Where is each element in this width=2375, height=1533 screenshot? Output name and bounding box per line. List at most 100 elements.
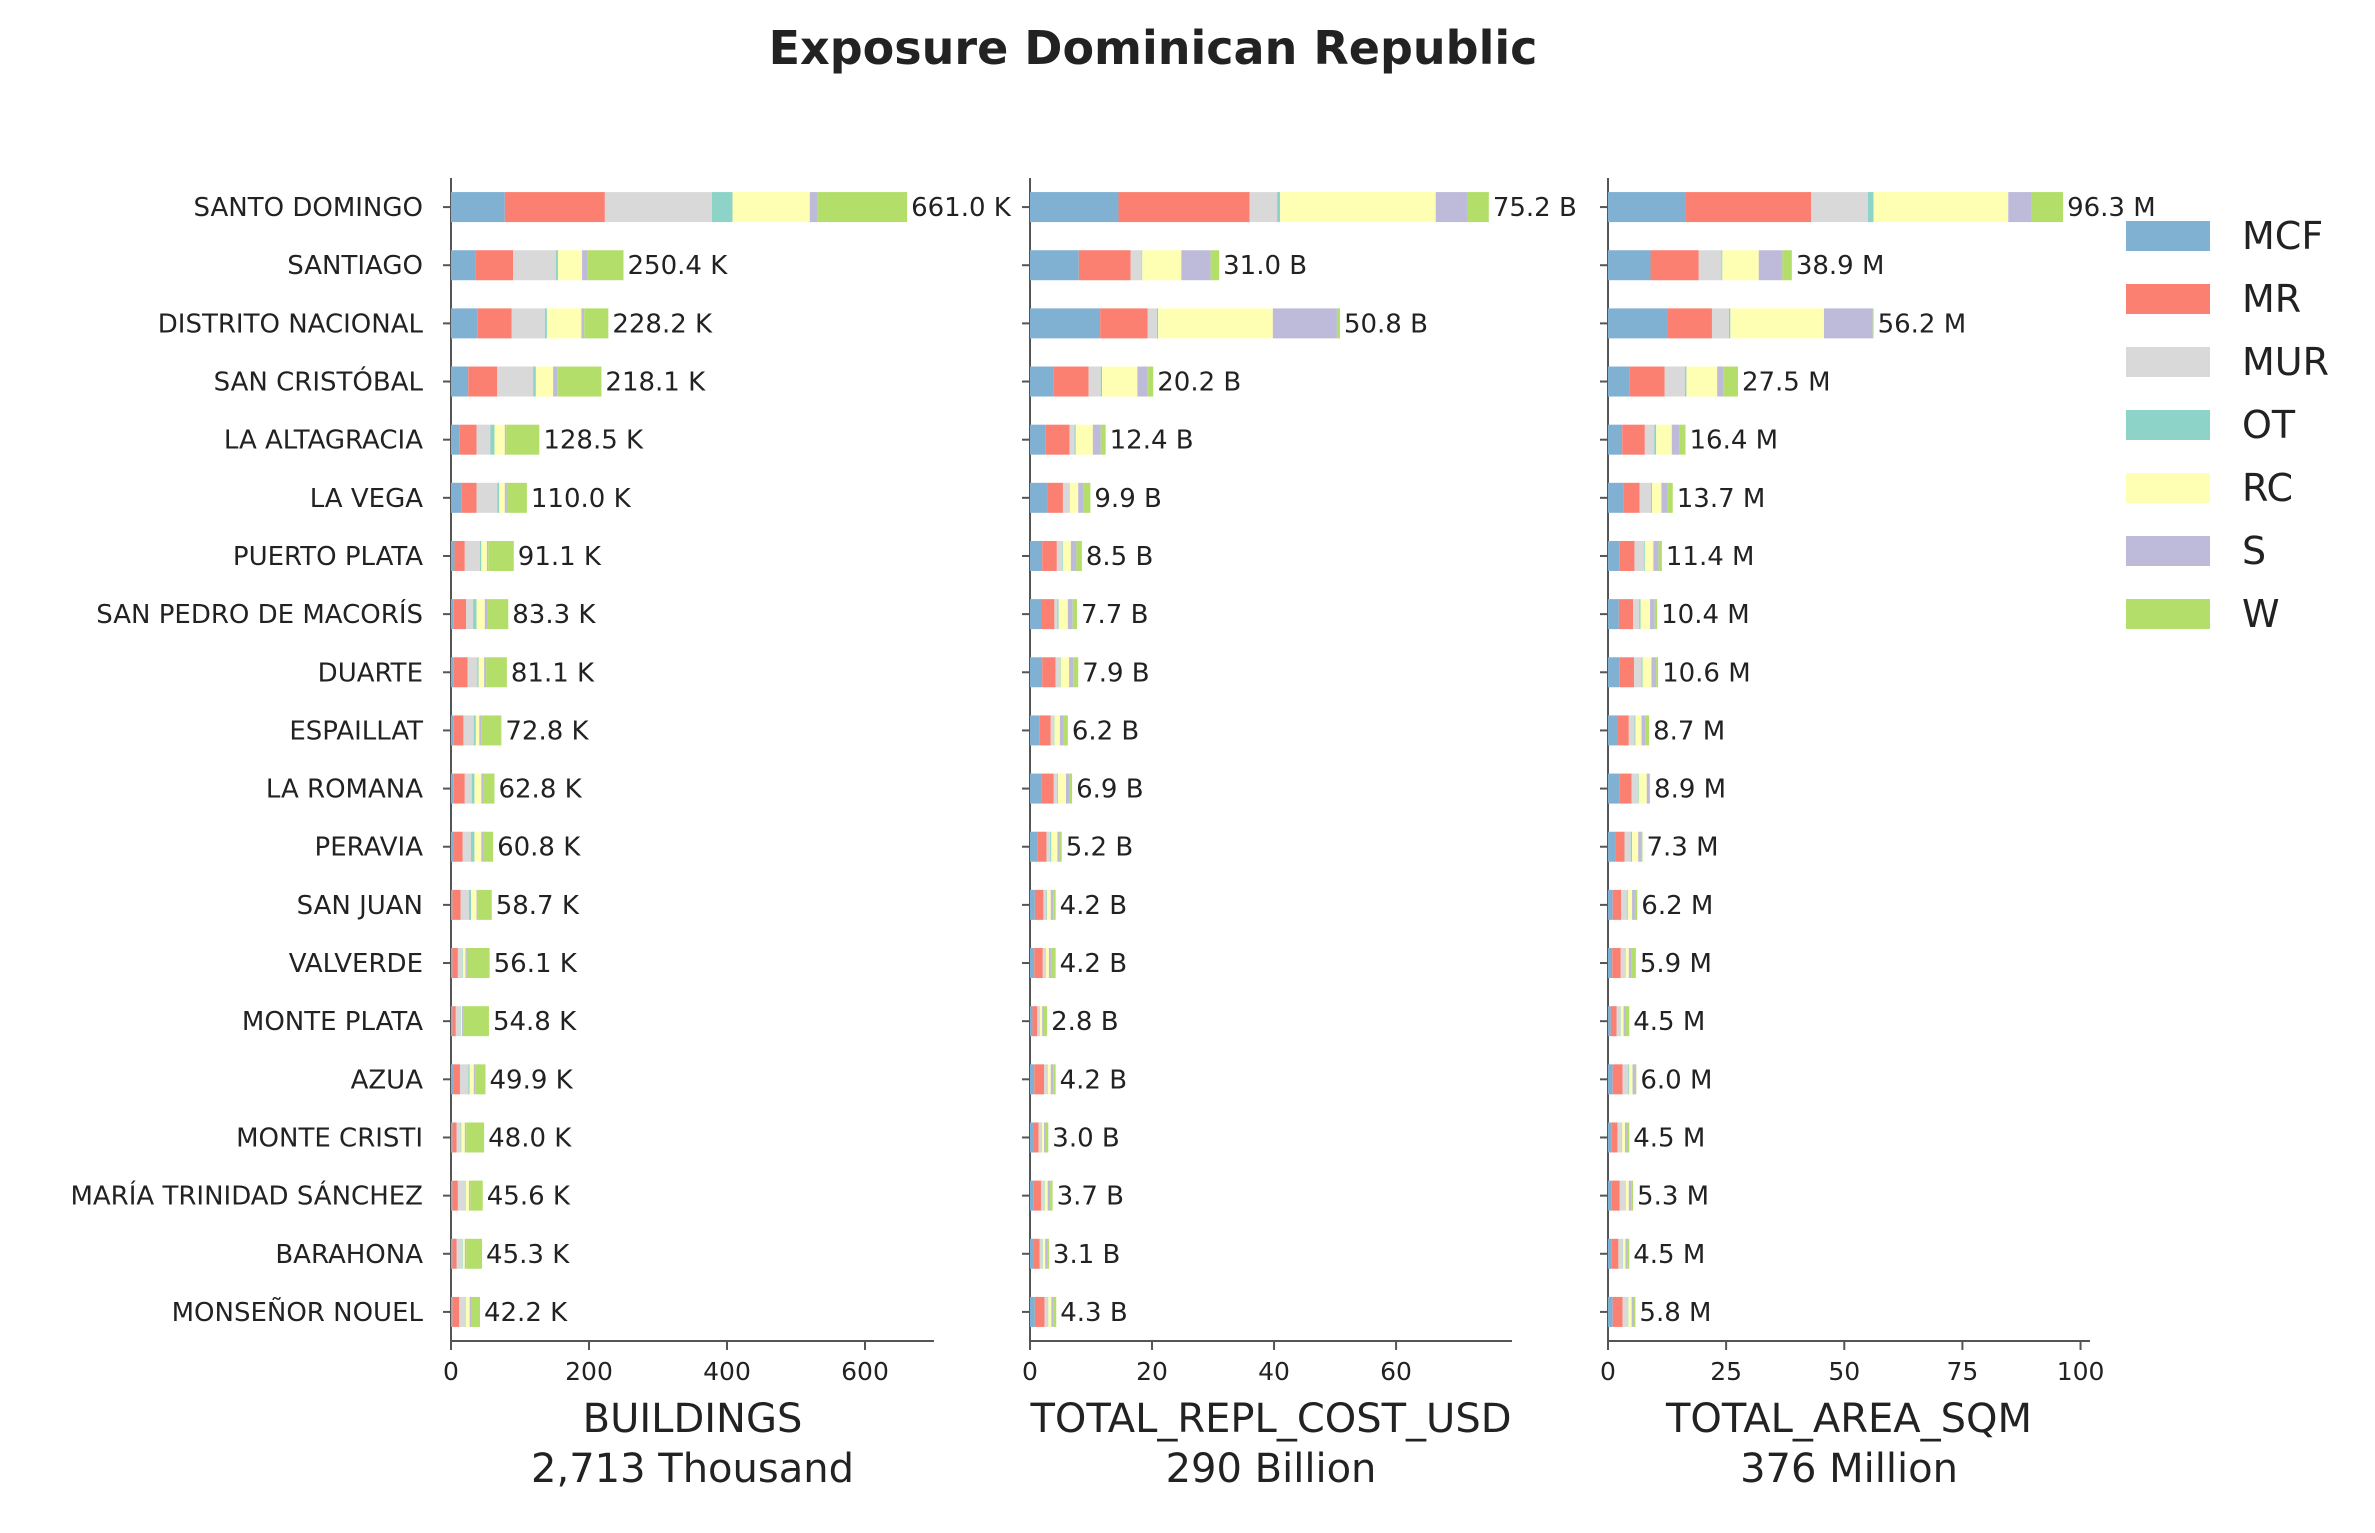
bar-segment-w <box>1053 889 1056 920</box>
bar-segment-w <box>477 889 492 920</box>
bar-segment-mr <box>1667 308 1712 339</box>
bar-segment-mr <box>1033 1122 1039 1153</box>
bar-segment-mur <box>511 308 545 339</box>
bar-segment-mur <box>1043 889 1047 920</box>
total-value-label: 91.1 K <box>518 542 602 572</box>
panel-2: 0 25 50 75 100 96.3 M 38.9 M 56.2 M 27.5 M 16.4 M… <box>1600 178 2156 1492</box>
category-label: VALVERDE <box>289 949 423 979</box>
total-value-label: 75.2 B <box>1493 193 1577 223</box>
legend-swatch-w <box>2126 599 2210 629</box>
bar-segment-s <box>1625 1122 1627 1153</box>
bar-segment-rc <box>1642 657 1652 688</box>
total-value-label: 60.8 K <box>497 833 581 863</box>
bar-segment-mur <box>476 482 498 513</box>
bar-segment-rc <box>1623 1238 1626 1269</box>
total-value-label: 5.2 B <box>1066 833 1133 863</box>
bar-segment-mr <box>1612 948 1621 979</box>
bar-segment-s <box>476 889 478 920</box>
bar-segment-mcf <box>1030 424 1046 455</box>
bar-segment-s <box>504 482 507 513</box>
bar-segment-mcf <box>1608 192 1686 223</box>
bar-segment-rc <box>462 948 466 979</box>
bar-segment-s <box>1137 366 1148 397</box>
bar-segment-ot <box>459 1006 461 1037</box>
category-label: SAN CRISTÓBAL <box>214 366 424 398</box>
bar-segment-w <box>470 1180 483 1211</box>
total-value-label: 5.3 M <box>1637 1182 1709 1212</box>
total-value-label: 228.2 K <box>612 309 713 339</box>
bar-segment-rc <box>1042 1238 1046 1269</box>
bar-segment-s <box>553 366 558 397</box>
bar-segment-mcf <box>1608 366 1630 397</box>
bar-segment-mr <box>1611 1122 1618 1153</box>
bar-segment-s <box>1650 599 1655 630</box>
bar-segment-w <box>1634 1064 1637 1095</box>
panel-1: 0 20 40 60 75.2 B 31.0 B 50.8 B 20.2 B 12.4 B 9.9… <box>1022 178 1577 1492</box>
x-tick-label: 75 <box>1947 1357 1979 1386</box>
bar-segment-mur <box>456 1122 461 1153</box>
x-tick-label: 25 <box>1710 1357 1742 1386</box>
bar-segment-w <box>587 250 624 281</box>
bar-segment-w <box>1147 366 1154 397</box>
bar-segment-mcf <box>451 773 454 804</box>
bar-segment-rc <box>1041 1122 1045 1153</box>
bar-segment-mur <box>497 366 534 397</box>
bar-segment-rc <box>478 657 485 688</box>
bar-segment-rc <box>1625 948 1629 979</box>
bar-segment-mur <box>1620 948 1626 979</box>
bar-segment-w <box>1336 308 1340 339</box>
bar-segment-ot <box>479 540 482 571</box>
bar-segment-ot <box>1639 599 1641 630</box>
legend-label: OT <box>2242 403 2296 447</box>
bar-segment-mcf <box>1030 657 1043 688</box>
bar-segment-rc <box>1045 948 1049 979</box>
bar-segment-ot <box>1630 831 1633 862</box>
legend-label: RC <box>2242 466 2293 510</box>
bar-segment-ot <box>473 715 476 746</box>
bar-segment-mr <box>1619 540 1635 571</box>
bar-segment-ot <box>1625 948 1626 979</box>
bar-segment-mr <box>1034 889 1044 920</box>
bar-segment-mur <box>1044 1064 1048 1095</box>
bar-segment-w <box>483 773 495 804</box>
bar-segment-w <box>506 424 540 455</box>
bar-segment-ot <box>1728 308 1731 339</box>
bar-segment-rc <box>460 1006 463 1037</box>
bar-segment-mcf <box>451 192 505 223</box>
bar-segment-mur <box>1249 192 1278 223</box>
bar-segment-ot <box>473 599 477 630</box>
bar-segment-mr <box>1040 599 1055 630</box>
bar-segment-rc <box>476 599 485 630</box>
bar-segment-mcf <box>451 1122 453 1153</box>
bar-segment-ot <box>1622 1238 1624 1269</box>
bar-segment-rc <box>1060 657 1070 688</box>
bar-segment-mr <box>453 715 464 746</box>
bar-segment-s <box>1045 1238 1048 1269</box>
bar-segment-w <box>1069 773 1073 804</box>
bar-segment-mur <box>1622 1064 1629 1095</box>
bar-segment-mur <box>1069 424 1075 455</box>
bar-segment-mcf <box>1030 1180 1034 1211</box>
bar-segment-rc <box>1686 366 1718 397</box>
bar-segment-rc <box>1047 889 1051 920</box>
bar-segment-s <box>2008 192 2032 223</box>
total-value-label: 56.2 M <box>1878 309 1967 339</box>
bar-segment-mr <box>1045 424 1070 455</box>
category-label: AZUA <box>351 1065 424 1095</box>
bar-segment-mur <box>1639 482 1652 513</box>
bar-segment-mur <box>467 657 478 688</box>
x-axis-title: BUILDINGS <box>583 1396 803 1442</box>
bar-segment-s <box>465 948 467 979</box>
bar-segment-mur <box>476 424 491 455</box>
bar-segment-ot <box>1044 1180 1045 1211</box>
bar-segment-s <box>1047 1180 1051 1211</box>
bar-segment-mcf <box>1030 599 1041 630</box>
bar-segment-mcf <box>451 1180 453 1211</box>
bar-segment-w <box>1073 657 1079 688</box>
total-value-label: 31.0 B <box>1223 251 1307 281</box>
bar-segment-mr <box>1618 599 1634 630</box>
bar-segment-mur <box>464 540 480 571</box>
bar-segment-s <box>1092 424 1101 455</box>
panel-0: 0 200 400 600 661.0 K 250.4 K 228.2 K 218.1 K 12… <box>443 178 1012 1492</box>
